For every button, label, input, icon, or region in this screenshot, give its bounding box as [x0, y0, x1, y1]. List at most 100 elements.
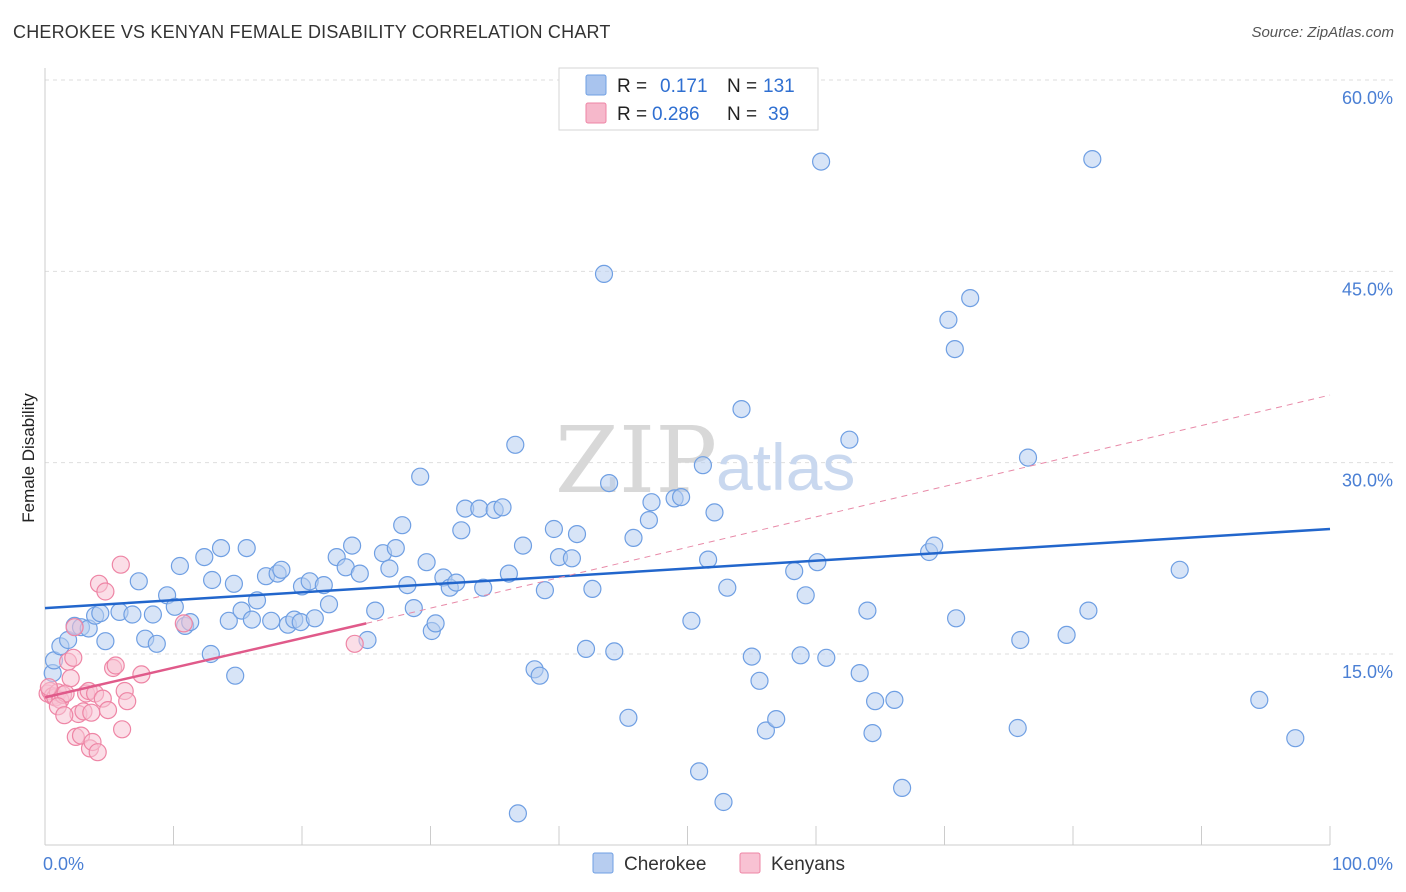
- data-point: [474, 578, 493, 597]
- data-point: [544, 519, 564, 539]
- data-point: [426, 614, 445, 633]
- y-tick-labels: 15.0% 30.0% 45.0% 60.0%: [1342, 88, 1393, 682]
- data-point: [885, 690, 904, 710]
- legend-box: R = 0.171 N = 131 R = 0.286 N = 39: [558, 67, 819, 131]
- source-label: Source: ZipAtlas.com: [1251, 24, 1394, 41]
- data-point: [671, 488, 691, 507]
- data-point: [350, 564, 369, 583]
- data-point: [1011, 630, 1030, 650]
- data-point: [742, 647, 761, 666]
- trend-line-extended: [366, 394, 1331, 624]
- data-point: [319, 595, 339, 614]
- data-point: [791, 646, 810, 665]
- data-point: [945, 340, 964, 359]
- y-tick-label: 45.0%: [1342, 279, 1393, 299]
- data-points: [38, 150, 1305, 823]
- data-point: [939, 310, 958, 329]
- bottom-legend-swatch-cherokee: [592, 852, 614, 874]
- data-point: [118, 692, 137, 711]
- data-point: [840, 430, 859, 449]
- data-point: [129, 572, 148, 591]
- gridlines: [45, 79, 1395, 655]
- data-point: [143, 605, 162, 624]
- data-point: [530, 666, 549, 685]
- data-point: [39, 678, 59, 697]
- data-point: [850, 663, 869, 683]
- data-point: [96, 582, 115, 601]
- legend-n-label: N =: [727, 104, 757, 125]
- data-point: [195, 547, 214, 567]
- data-point: [61, 669, 80, 688]
- data-point: [404, 598, 423, 618]
- data-point: [863, 723, 882, 743]
- data-point: [639, 510, 659, 530]
- data-point: [470, 499, 489, 518]
- data-point: [112, 720, 132, 739]
- data-point: [65, 618, 84, 637]
- data-point: [506, 435, 525, 454]
- data-point: [64, 648, 83, 667]
- watermark-zip: ZIP: [555, 407, 717, 514]
- data-point: [535, 581, 555, 600]
- data-point: [946, 609, 966, 628]
- y-tick-label: 60.0%: [1342, 88, 1393, 108]
- data-point: [605, 642, 624, 661]
- data-point: [811, 152, 831, 171]
- legend-n-value: 39: [768, 104, 789, 125]
- data-point: [1057, 625, 1076, 645]
- data-point: [493, 498, 512, 517]
- data-point: [567, 524, 587, 544]
- data-point: [1170, 560, 1189, 579]
- series-cherokee: [43, 150, 1305, 823]
- data-point: [513, 536, 533, 555]
- data-point: [808, 553, 827, 572]
- data-point: [219, 611, 238, 630]
- data-point: [499, 564, 518, 583]
- watermark-atlas: atlas: [716, 430, 855, 504]
- data-point: [714, 792, 733, 812]
- data-point: [767, 709, 786, 729]
- data-point: [1018, 448, 1038, 467]
- data-point: [1008, 718, 1027, 738]
- data-point: [82, 703, 101, 722]
- y-tick-label: 30.0%: [1342, 471, 1393, 491]
- chart-title: CHEROKEE VS KENYAN FEMALE DISABILITY COR…: [13, 22, 611, 42]
- data-point: [314, 575, 333, 595]
- data-point: [417, 553, 436, 572]
- data-point: [272, 560, 291, 579]
- data-point: [170, 556, 189, 576]
- data-point: [305, 609, 324, 628]
- data-point: [1286, 729, 1305, 748]
- data-point: [594, 264, 614, 283]
- trend-line: [44, 527, 1331, 610]
- data-point: [925, 536, 944, 555]
- data-point: [682, 611, 701, 630]
- data-point: [165, 597, 184, 616]
- data-point: [226, 666, 245, 685]
- data-point: [705, 503, 724, 522]
- data-point: [858, 601, 877, 620]
- data-point: [55, 706, 74, 725]
- data-point: [576, 639, 596, 659]
- data-point: [386, 538, 405, 558]
- data-point: [106, 656, 125, 675]
- data-point: [689, 762, 709, 781]
- legend-swatch-cherokee: [585, 74, 607, 96]
- data-point: [366, 601, 385, 620]
- data-point: [452, 521, 471, 540]
- data-point: [785, 561, 804, 581]
- data-point: [262, 611, 281, 630]
- axes: [44, 68, 1331, 846]
- legend-r-label: R =: [617, 104, 647, 125]
- data-point: [1250, 690, 1269, 710]
- data-point: [203, 570, 222, 590]
- data-point: [123, 605, 142, 624]
- data-point: [508, 804, 528, 823]
- x-tick-label: 100.0%: [1332, 854, 1393, 874]
- data-point: [211, 538, 231, 558]
- legend-r-value: 0.286: [652, 104, 700, 125]
- trend-lines: [44, 394, 1331, 699]
- data-point: [111, 555, 130, 574]
- data-point: [619, 708, 638, 727]
